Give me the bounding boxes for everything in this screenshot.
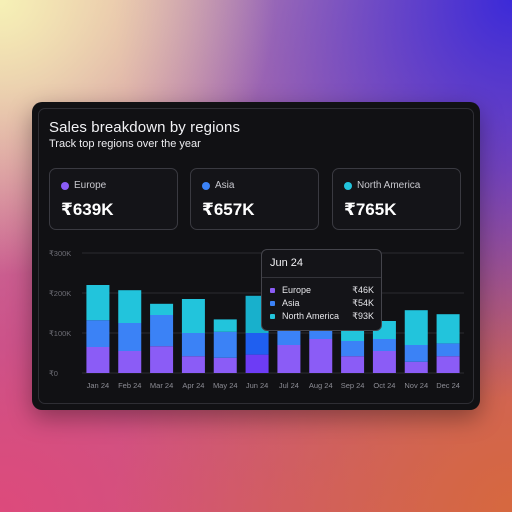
x-tick-label: Mar 24: [150, 381, 173, 390]
bar-europe-may-24[interactable]: [213, 357, 237, 373]
x-tick-label: Aug 24: [309, 381, 333, 390]
stat-value: ₹657K: [202, 200, 255, 219]
bar-asia-mar-24[interactable]: [150, 315, 174, 347]
x-tick-label: Dec 24: [436, 381, 460, 390]
tooltip-row-name: Europe: [282, 285, 312, 295]
stat-value: ₹765K: [344, 200, 397, 219]
bar-asia-dec-24[interactable]: [436, 343, 460, 357]
bar-north-america-may-24[interactable]: [213, 319, 237, 332]
x-tick-label: Sep 24: [341, 381, 365, 390]
bar-europe-jul-24[interactable]: [277, 345, 301, 373]
tooltip-title: Jun 24: [270, 257, 304, 269]
bar-asia-jul-24[interactable]: [277, 329, 301, 345]
asia-swatch-icon: [270, 301, 275, 306]
bar-north-america-jan-24[interactable]: [86, 285, 110, 321]
bar-asia-jun-24[interactable]: [245, 333, 269, 355]
bar-europe-jun-24[interactable]: [245, 354, 269, 373]
bar-asia-feb-24[interactable]: [118, 323, 142, 351]
tooltip-row-name: Asia: [282, 298, 300, 308]
bar-europe-sep-24[interactable]: [341, 356, 365, 373]
x-tick-label: May 24: [213, 381, 238, 390]
tooltip-row-value: ₹54K: [352, 298, 374, 308]
bar-asia-jan-24[interactable]: [86, 320, 110, 347]
stat-label: Europe: [74, 180, 107, 191]
europe-dot-icon: [61, 182, 69, 190]
tooltip-row-value: ₹46K: [352, 285, 374, 295]
x-tick-label: Apr 24: [182, 381, 204, 390]
bar-north-america-nov-24[interactable]: [404, 310, 428, 345]
tooltip-row-north-america: North America ₹93K: [270, 311, 374, 323]
stat-card-asia[interactable]: Asia ₹657K: [190, 168, 319, 230]
x-tick-label: Jun 24: [246, 381, 269, 390]
x-tick-label: Oct 24: [373, 381, 395, 390]
y-tick-label: ₹0: [49, 369, 58, 378]
bar-north-america-feb-24[interactable]: [118, 290, 142, 323]
bar-asia-nov-24[interactable]: [404, 345, 428, 362]
bar-north-america-apr-24[interactable]: [181, 299, 205, 333]
card-subtitle: Track top regions over the year: [49, 138, 201, 150]
bar-asia-oct-24[interactable]: [372, 339, 396, 351]
y-tick-label: ₹300K: [49, 249, 71, 258]
tooltip-row-value: ₹93K: [352, 311, 374, 321]
bar-asia-sep-24[interactable]: [341, 341, 365, 357]
bar-europe-aug-24[interactable]: [309, 339, 333, 373]
bar-asia-apr-24[interactable]: [181, 333, 205, 357]
tooltip-row-asia: Asia ₹54K: [270, 298, 374, 310]
x-tick-label: Feb 24: [118, 381, 141, 390]
stacked-bar-chart: ₹0 ₹100K ₹200K ₹300K Jan 24 Feb 24 Mar 24 Apr 2…: [49, 249, 464, 390]
bar-europe-feb-24[interactable]: [118, 351, 142, 373]
tooltip-row-europe: Europe ₹46K: [270, 285, 374, 297]
x-tick-label: Jul 24: [279, 381, 299, 390]
north-america-dot-icon: [344, 182, 352, 190]
bar-europe-jan-24[interactable]: [86, 347, 110, 373]
stat-card-north-america[interactable]: North America ₹765K: [332, 168, 461, 230]
bar-north-america-mar-24[interactable]: [150, 303, 174, 315]
y-tick-label: ₹100K: [49, 329, 71, 338]
bar-north-america-dec-24[interactable]: [436, 314, 460, 344]
stat-value: ₹639K: [61, 200, 114, 219]
stat-label: Asia: [215, 180, 235, 191]
card-border: [38, 108, 474, 404]
bar-europe-oct-24[interactable]: [372, 351, 396, 373]
chart-tooltip: Jun 24 Europe ₹46K Asia ₹54K North Ameri…: [261, 249, 382, 331]
bar-europe-mar-24[interactable]: [150, 346, 174, 373]
bar-europe-apr-24[interactable]: [181, 356, 205, 373]
asia-dot-icon: [202, 182, 210, 190]
sales-card: Sales breakdown by regions Track top reg…: [32, 102, 480, 410]
card-title: Sales breakdown by regions: [49, 119, 241, 136]
bar-asia-may-24[interactable]: [213, 331, 237, 358]
x-tick-label: Nov 24: [404, 381, 428, 390]
x-tick-label: Jan 24: [87, 381, 110, 390]
stat-card-europe[interactable]: Europe ₹639K: [49, 168, 178, 230]
y-tick-label: ₹200K: [49, 289, 71, 298]
bar-europe-dec-24[interactable]: [436, 356, 460, 373]
north-america-swatch-icon: [270, 314, 275, 319]
tooltip-divider: [262, 277, 381, 278]
tooltip-row-name: North America: [282, 311, 340, 321]
stat-label: North America: [357, 180, 421, 191]
europe-swatch-icon: [270, 288, 275, 293]
bar-europe-nov-24[interactable]: [404, 361, 428, 373]
bar-asia-aug-24[interactable]: [309, 331, 333, 339]
